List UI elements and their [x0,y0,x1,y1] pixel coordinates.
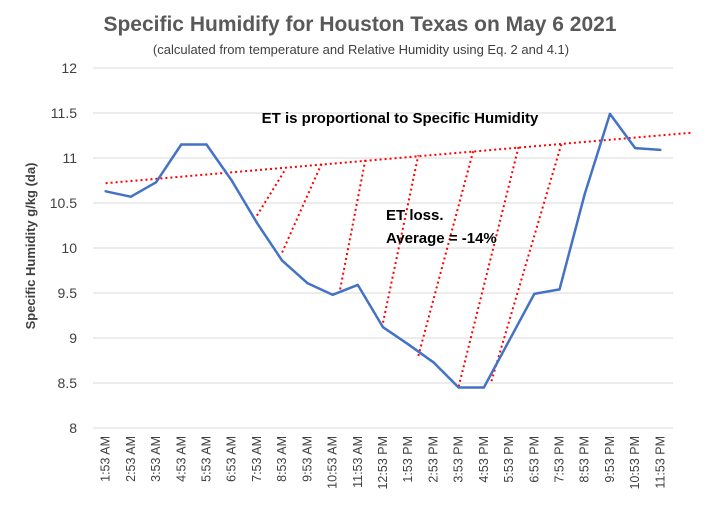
y-tick-label: 11 [62,150,77,166]
et-loss-line [490,141,564,382]
x-tick-label: 10:53 PM [628,436,642,490]
x-tick-label: 11:53 AM [351,436,365,488]
data-point [659,148,662,152]
x-tick-label: 4:53 PM [477,436,491,483]
data-point [381,326,385,329]
data-point [457,386,460,389]
et-loss-line [281,161,324,253]
x-tick-label: 12:53 PM [376,436,390,490]
x-tick-label: 1:53 AM [99,436,113,482]
y-tick-label: 8.5 [58,375,78,391]
y-tick-label: 12 [61,60,77,76]
data-point [558,288,561,291]
x-axis-ticks: 1:53 AM 2:53 AM 3:53 AM 4:53 AM 5:53 AM 6:53 … [99,436,668,490]
data-point [230,179,233,182]
data-point [356,283,359,287]
series [104,112,662,389]
x-tick-label: 10:53 AM [326,436,340,489]
x-tick-label: 5:53 PM [502,436,516,483]
data-point [129,195,133,198]
x-tick-label: 11:53 PM [653,436,667,489]
annotation-trend-label: ET is proportional to Specific Humidity [262,110,539,127]
x-tick-label: 3:53 PM [452,436,466,483]
et-loss-line [256,170,286,217]
x-tick-label: 2:53 AM [124,436,138,482]
y-tick-label: 8 [69,420,77,436]
y-tick-label: 9 [69,330,77,346]
x-tick-label: 7:53 AM [250,436,264,482]
et-loss-lines [256,141,564,387]
data-point [507,339,511,342]
data-point [154,181,158,184]
x-tick-label: 1:53 PM [401,436,415,483]
x-tick-label: 6:53 AM [225,436,239,482]
data-point [533,292,536,296]
chart-title: Specific Humidify for Houston Texas on M… [103,13,616,36]
y-tick-label: 9.5 [58,285,78,301]
x-tick-label: 5:53 AM [199,436,213,482]
x-tick-label: 3:53 AM [149,436,163,482]
x-tick-label: 8:53 AM [275,436,289,482]
et-loss-line [339,159,367,290]
et-loss-line [457,144,521,387]
y-axis-label: Specific Humidity g/kg (da) [23,163,38,330]
y-axis-ticks: 8 8.5 9 9.5 10 10.5 11 11.5 12 [50,60,77,436]
et-loss-line [417,148,475,357]
data-point [331,293,334,296]
x-tick-label: 6:53 PM [527,436,541,483]
data-point [432,361,435,364]
y-tick-label: 11.5 [51,105,77,121]
data-point [205,143,208,146]
x-tick-label: 9:53 PM [603,436,617,483]
data-point [255,221,259,224]
data-point [633,146,637,150]
data-point [180,143,183,146]
x-tick-label: 4:53 AM [174,436,188,482]
data-point [104,190,107,193]
data-point [583,192,586,196]
data-point [407,343,410,346]
y-tick-label: 10 [61,240,77,256]
annotation-et-loss: ET loss. [386,207,444,224]
data-point [280,259,284,262]
x-tick-label: 7:53 PM [553,436,567,483]
y-tick-label: 10.5 [50,195,77,211]
x-tick-label: 2:53 PM [426,436,440,483]
gridlines [93,67,673,429]
data-point [482,386,486,389]
data-point [306,281,309,285]
chart-subtitle: (calculated from temperature and Relativ… [153,42,569,57]
annotation-average: Average = -14% [386,230,497,247]
x-tick-label: 9:53 AM [300,436,314,482]
x-tick-label: 8:53 PM [578,436,592,483]
et-loss-line [382,155,420,323]
data-point [608,112,612,116]
